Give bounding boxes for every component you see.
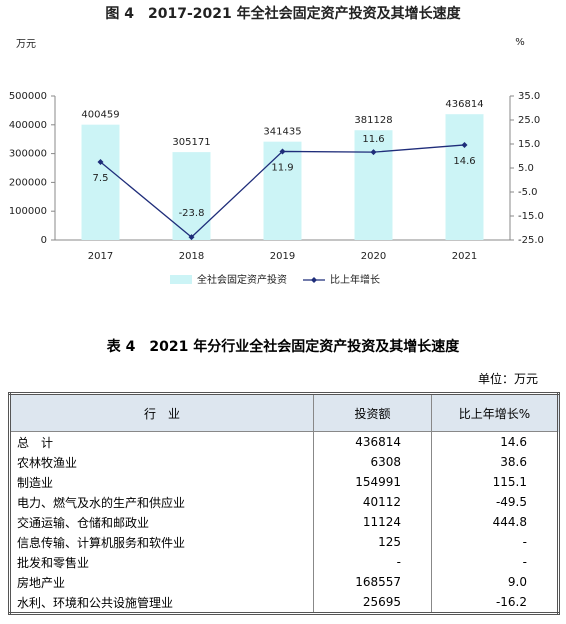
value-cell: - — [313, 552, 432, 572]
line-marker — [461, 141, 468, 148]
y2-axis-label: % — [515, 37, 525, 48]
table-row: 批发和零售业 - - — [9, 552, 559, 572]
y2-tick-label: -25.0 — [518, 235, 544, 246]
y2-tick-label: 15.0 — [518, 139, 540, 150]
line-value-label: 14.6 — [453, 156, 475, 167]
chart-title: 图 4 2017-2021 年全社会固定资产投资及其增长速度 — [105, 5, 461, 22]
value-cell: 11124 — [313, 512, 432, 532]
value-cell: 168557 — [313, 572, 432, 592]
bar — [445, 114, 484, 240]
legend-label: 全社会固定资产投资 — [197, 273, 287, 286]
y2-tick-label: 25.0 — [518, 115, 540, 126]
value-cell: 125 — [313, 532, 432, 552]
value-cell: -16.2 — [431, 592, 559, 614]
table-row: 总 计 436814 14.6 — [9, 431, 559, 452]
value-cell: 40112 — [313, 492, 432, 512]
table-row: 交通运输、仓储和邮政业 11124 444.8 — [9, 512, 559, 532]
bar-value-label: 381128 — [354, 115, 392, 126]
table-row: 电力、燃气及水的生产和供应业 40112 -49.5 — [9, 492, 559, 512]
header-cell: 比上年增长% — [431, 393, 559, 432]
value-cell: 14.6 — [431, 431, 559, 452]
line-value-label: 11.6 — [362, 134, 384, 145]
industry-cell: 批发和零售业 — [9, 552, 314, 572]
x-tick-label: 2021 — [452, 251, 477, 262]
value-cell: 9.0 — [431, 572, 559, 592]
table-row: 水利、环境和公共设施管理业 25695 -16.2 — [9, 592, 559, 614]
value-cell: 6308 — [313, 452, 432, 472]
y-tick-label: 500000 — [9, 91, 47, 102]
bar-value-label: 400459 — [81, 110, 119, 121]
industry-cell: 交通运输、仓储和邮政业 — [9, 512, 314, 532]
line-value-label: 7.5 — [93, 173, 109, 184]
bar — [354, 130, 393, 240]
line-value-label: -23.8 — [179, 208, 205, 219]
chart: 图 4 2017-2021 年全社会固定资产投资及其增长速度 万元 % 0 100… — [9, 5, 544, 286]
value-cell: 154991 — [313, 472, 432, 492]
table-row: 农林牧渔业 6308 38.6 — [9, 452, 559, 472]
y-axis-label: 万元 — [16, 39, 36, 50]
industry-cell: 制造业 — [9, 472, 314, 492]
value-cell: - — [431, 552, 559, 572]
y-tick-label: 300000 — [9, 149, 47, 160]
line-value-label: 11.9 — [271, 162, 293, 173]
header-row: 行 业投资额 比上年增长% — [9, 393, 559, 432]
y-tick-label: 100000 — [9, 206, 47, 217]
value-cell: - — [431, 532, 559, 552]
bar — [263, 141, 302, 240]
industry-cell: 信息传输、计算机服务和软件业 — [9, 532, 314, 552]
industry-cell: 农林牧渔业 — [9, 452, 314, 472]
header-cell: 投资额 — [313, 393, 432, 432]
table-unit: 单位：万元 — [477, 372, 538, 386]
industry-cell: 电力、燃气及水的生产和供应业 — [9, 492, 314, 512]
legend-swatch — [170, 275, 192, 284]
y-tick-label: 200000 — [9, 177, 47, 188]
line-marker — [279, 148, 286, 155]
x-tick-label: 2019 — [270, 251, 295, 262]
x-tick-label: 2020 — [361, 251, 386, 262]
industry-cell: 水利、环境和公共设施管理业 — [9, 592, 314, 614]
line-marker — [188, 234, 195, 241]
value-cell: 25695 — [313, 592, 432, 614]
value-cell: 115.1 — [431, 472, 559, 492]
table-row: 制造业 154991 115.1 — [9, 472, 559, 492]
bar-value-label: 436814 — [445, 99, 483, 110]
table-title: 表 4 2021 年分行业全社会固定资产投资及其增长速度 — [106, 339, 460, 355]
line-marker — [370, 149, 377, 156]
bar-value-label: 341435 — [263, 127, 301, 138]
bar — [81, 124, 120, 240]
y2-tick-label: 35.0 — [518, 91, 540, 102]
line-marker — [97, 159, 104, 165]
table: 行 业投资额 比上年增长% 总 计 436814 14.6 农林牧渔业 6308 38.6 制造… — [8, 392, 560, 615]
x-tick-label: 2018 — [179, 251, 204, 262]
value-cell: 38.6 — [431, 452, 559, 472]
table-row: 信息传输、计算机服务和软件业 125- — [9, 532, 559, 552]
table-row: 房地产业 168557 9.0 — [9, 572, 559, 592]
header-cell: 行 业 — [9, 393, 314, 432]
x-tick-label: 2017 — [88, 251, 113, 262]
bar-value-label: 305171 — [172, 137, 210, 148]
industry-cell: 房地产业 — [9, 572, 314, 592]
y-tick-label: 0 — [41, 235, 47, 246]
legend-marker — [311, 277, 317, 283]
y2-tick-label: -15.0 — [518, 211, 544, 222]
legend-label: 比上年增长 — [330, 273, 380, 286]
y-tick-label: 400000 — [9, 120, 47, 131]
value-cell: 444.8 — [431, 512, 559, 532]
value-cell: -49.5 — [431, 492, 559, 512]
value-cell: 436814 — [313, 431, 432, 452]
y2-tick-label: 5.0 — [518, 163, 534, 174]
y2-tick-label: -5.0 — [518, 187, 538, 198]
industry-cell: 总 计 — [9, 431, 314, 452]
